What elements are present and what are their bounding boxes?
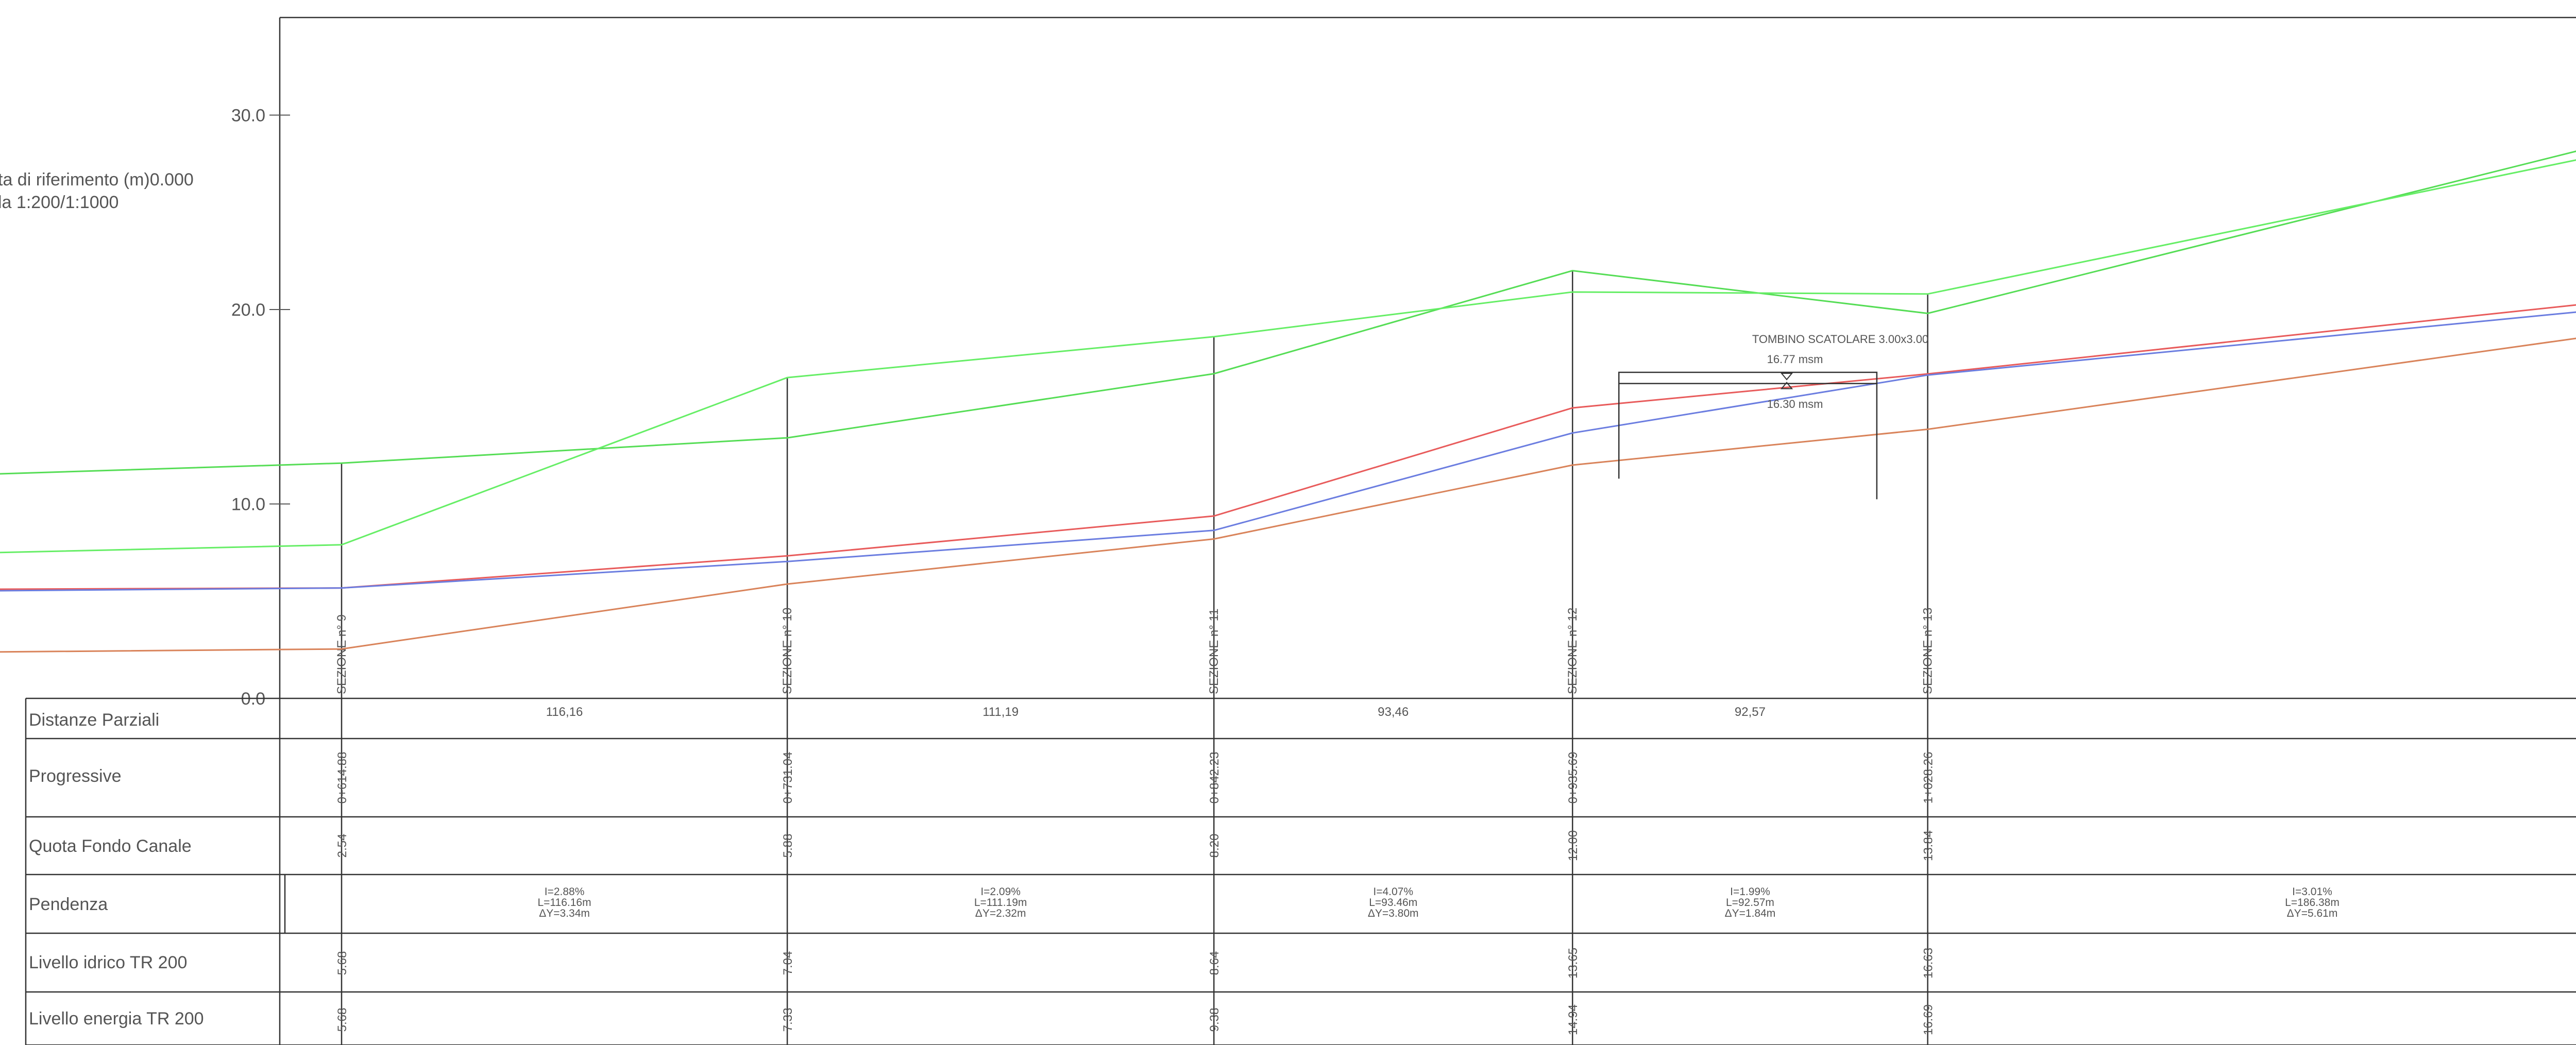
partial-distance-value: 93,46 <box>1378 705 1409 719</box>
culvert-box: TOMBINO SCATOLARE 3.00x3.00 16.77 msm 16… <box>1618 333 1928 500</box>
culvert-top-marker <box>1780 372 1793 381</box>
energy-level-value: 7.33 <box>781 1008 795 1032</box>
culvert-outline <box>1618 371 1878 384</box>
progressive-value: 0+842.23 <box>1208 752 1222 804</box>
row-label-energy-level: Livello energia TR 200 <box>29 1009 204 1029</box>
progressive-value: 0+731.04 <box>781 752 795 804</box>
slope-value: ΔY=2.32m <box>975 907 1026 919</box>
scale-note: la 1:200/1:1000 <box>0 193 118 212</box>
table-grid <box>25 697 2576 1045</box>
row-label-water-level: Livello idrico TR 200 <box>29 953 187 972</box>
slope-value: I=2.09% <box>980 886 1021 898</box>
bed-level-value: 2.54 <box>335 834 349 858</box>
y-tick-label: 30.0 <box>231 106 265 126</box>
slope-value: I=2.88% <box>545 886 585 898</box>
slope-value: L=116.16m <box>537 897 591 909</box>
y-axis: 0.010.020.030.0 <box>231 106 290 709</box>
energy-line <box>0 304 2576 590</box>
partial-distance-value: 116,16 <box>546 705 583 719</box>
slope-value: ΔY=5.61m <box>2287 907 2338 919</box>
ground-right-line <box>0 159 2576 554</box>
row-label-partial-distances: Distanze Parziali <box>29 710 159 730</box>
water-level-value: 13.65 <box>1566 948 1580 979</box>
slope-value: L=186.38m <box>2285 897 2340 909</box>
energy-level-value: 16.69 <box>1922 1004 1936 1035</box>
bed-level-value: 8.20 <box>1208 834 1222 858</box>
culvert-bottom-level: 16.30 msm <box>1767 398 1823 410</box>
energy-level-value: 9.38 <box>1208 1008 1222 1032</box>
slope-value: L=92.57m <box>1726 897 1774 909</box>
water-level-value: 5.68 <box>335 951 349 975</box>
slope-value: L=93.46m <box>1369 897 1417 909</box>
slope-value: I=3.01% <box>2292 886 2332 898</box>
progressive-value: 1+028.26 <box>1922 752 1936 804</box>
water-level-line <box>0 311 2576 592</box>
y-tick-label: 20.0 <box>231 300 265 320</box>
section-markers: SEZIONE n° 9 SEZIONE n° 10 SEZIONE n° 11 SE… <box>335 270 1935 1045</box>
row-label-slope: Pendenza <box>29 895 108 914</box>
culvert-bottom-marker <box>1780 382 1793 389</box>
reference-level-note: ta di riferimento (m)0.000 <box>0 170 194 190</box>
slope-value: I=4.07% <box>1373 886 1413 898</box>
slope-value: L=111.19m <box>974 897 1027 909</box>
section-label: SEZIONE n° 11 <box>1207 608 1221 694</box>
slope-value: ΔY=3.34m <box>539 907 590 919</box>
section-label: SEZIONE n° 9 <box>335 614 349 694</box>
culvert-label: TOMBINO SCATOLARE 3.00x3.00 <box>1752 333 1928 346</box>
water-level-value: 8.64 <box>1208 951 1222 975</box>
energy-level-value: 14.94 <box>1566 1004 1580 1035</box>
plot-frame <box>279 16 2576 698</box>
bed-level-value: 12.00 <box>1566 830 1580 861</box>
bed-level-value: 13.84 <box>1922 830 1936 861</box>
partial-distance-value: 111,19 <box>982 705 1019 719</box>
table-cells: 0+614.88 2.54 5.68 5.68 0+731.04 5.88 7.04 7.33… <box>335 705 2340 1035</box>
progressive-value: 0+614.88 <box>335 752 349 804</box>
partial-distance-value: 92,57 <box>1735 705 1766 719</box>
energy-level-value: 5.68 <box>335 1008 349 1032</box>
progressive-value: 0+935.69 <box>1566 752 1580 804</box>
slope-value: I=1.99% <box>1730 886 1770 898</box>
slope-value: ΔY=1.84m <box>1725 907 1776 919</box>
culvert-top-level: 16.77 msm <box>1767 353 1823 366</box>
row-label-bed-level: Quota Fondo Canale <box>29 836 192 856</box>
channel-bed-line <box>0 337 2576 653</box>
profile-table: Distanze Parziali Progressive Quota Fond… <box>25 697 2576 1045</box>
y-tick-label: 10.0 <box>231 495 265 515</box>
water-level-value: 7.04 <box>781 951 795 975</box>
profile-series <box>0 150 2576 653</box>
bed-level-value: 5.88 <box>781 834 795 858</box>
row-label-progressives: Progressive <box>29 766 122 786</box>
slope-value: ΔY=3.80m <box>1368 907 1419 919</box>
section-label: SEZIONE n° 12 <box>1566 608 1580 694</box>
water-level-value: 16.63 <box>1922 948 1936 979</box>
section-label: SEZIONE n° 10 <box>781 608 794 694</box>
ground-left-line <box>0 150 2576 475</box>
section-label: SEZIONE n° 13 <box>1921 608 1935 694</box>
